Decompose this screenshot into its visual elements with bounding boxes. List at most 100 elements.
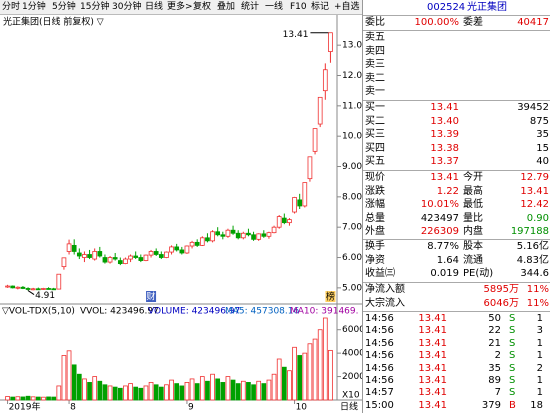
high-label: 13.41 [283, 30, 309, 40]
volume-bar [20, 396, 26, 401]
volume-bar [235, 383, 241, 401]
field-label: 现价 [365, 172, 385, 183]
tick-time: 14:56 [365, 350, 394, 362]
field-label: 最高 [463, 185, 483, 197]
toolbar-button[interactable]: 更多> [167, 2, 193, 12]
toolbar-button[interactable]: 5分钟 [52, 2, 76, 12]
volume-bar [51, 396, 57, 401]
toolbar-button[interactable]: 一线 [265, 2, 284, 12]
tick-price: 13.41 [418, 325, 447, 337]
toolbar-button[interactable]: 叠加 [217, 2, 236, 12]
candle-body [256, 233, 262, 240]
date-label: 9 [188, 403, 194, 413]
candle-body [143, 254, 149, 261]
volume-bar [215, 378, 221, 401]
toolbar-button[interactable]: 统计 [241, 2, 260, 12]
tick-count: 1 [536, 350, 543, 362]
chart-title: 光正集团(日线 前复权) ▽ [3, 16, 104, 28]
toolbar-button[interactable]: 日线 [145, 2, 164, 12]
field-value: 423497 [420, 212, 459, 224]
field-value: 40417 [517, 17, 549, 28]
y-tick-label: 5.00 [342, 283, 362, 293]
y-tick-label: 6.00 [342, 253, 362, 263]
field-label: 量比 [463, 212, 483, 224]
volume-bar [35, 396, 41, 401]
volume-bar [205, 380, 210, 401]
candle-body [5, 285, 10, 288]
toolbar-button[interactable]: +自选 [334, 2, 360, 12]
candle-body [133, 255, 139, 258]
tick-side: S [509, 337, 516, 349]
buy-price: 13.39 [430, 129, 459, 140]
y-tick-label: 7.00 [342, 223, 362, 233]
buy-volume: 875 [529, 115, 549, 127]
volume-bar [271, 373, 277, 401]
flow-percent: 11% [526, 297, 549, 309]
field-value: 0.019 [430, 268, 459, 279]
volume-bar [97, 380, 103, 401]
candle-body [169, 246, 174, 253]
candle-body [76, 252, 82, 257]
field-label: 委比 [365, 17, 385, 28]
candle-body [10, 285, 16, 289]
candle-body [225, 229, 231, 237]
field-label: 股本 [463, 241, 483, 252]
candle-body [292, 197, 297, 213]
candle-body [35, 288, 41, 291]
tick-volume: 21 [488, 337, 501, 349]
volume-bar [153, 384, 159, 401]
volume-bar [102, 384, 108, 401]
volume-bar [317, 329, 323, 401]
candle-body [117, 260, 123, 264]
separator [363, 100, 550, 101]
volume-bar [210, 373, 215, 401]
separator [363, 282, 550, 283]
volume-bar [112, 386, 118, 401]
volume-bar [46, 396, 51, 401]
candle-body [51, 288, 57, 291]
stock-code: 002524 [427, 2, 466, 13]
candle-body [312, 128, 318, 152]
tick-volume: 7 [494, 387, 501, 399]
candle-body [56, 273, 62, 290]
volume-bar [41, 396, 46, 401]
candle-body [112, 257, 118, 260]
candle-body [128, 255, 133, 260]
tick-volume: 379 [481, 399, 501, 411]
toolbar-button[interactable]: 1分钟 [22, 2, 46, 12]
candle-body [194, 241, 200, 246]
event-marker: 财 [147, 291, 156, 303]
volume-tick-label: 60000 [342, 325, 362, 335]
toolbar-button[interactable]: 分时 [2, 2, 21, 12]
field-label: 外盘 [365, 226, 385, 237]
volume-bar [158, 386, 164, 401]
volume-bar [61, 355, 67, 401]
volume-bar [281, 366, 287, 401]
volume-bar [322, 317, 328, 401]
toolbar-button[interactable]: 15分钟 [80, 2, 110, 12]
tick-count: 1 [536, 375, 543, 386]
volume-bar [184, 382, 190, 401]
volume-bar [76, 373, 82, 401]
tick-side: S [509, 350, 516, 362]
candle-body [148, 251, 154, 256]
tick-price: 13.41 [418, 337, 447, 349]
candle-body [317, 96, 323, 125]
candle-body [123, 258, 128, 264]
field-value: 100.00% [414, 17, 460, 28]
volume-bar [246, 382, 251, 401]
stock-name: 光正集团 [467, 2, 507, 13]
toolbar-button[interactable]: F10 [290, 2, 307, 12]
buy-label: 买三 [365, 129, 385, 140]
toolbar-button[interactable]: 复权 [193, 2, 212, 12]
toolbar-button[interactable]: 30分钟 [112, 2, 142, 12]
field-label: 涨跌 [365, 185, 385, 197]
tick-volume: 89 [488, 375, 501, 386]
volume-bar [199, 376, 205, 401]
flow-value: 5895万 [483, 284, 519, 295]
field-value: 0.90 [526, 212, 549, 224]
volume-bar [138, 387, 144, 401]
toolbar-button[interactable]: 标记 [311, 2, 330, 12]
tick-price: 13.41 [418, 399, 447, 411]
tick-time: 14:56 [365, 313, 394, 324]
